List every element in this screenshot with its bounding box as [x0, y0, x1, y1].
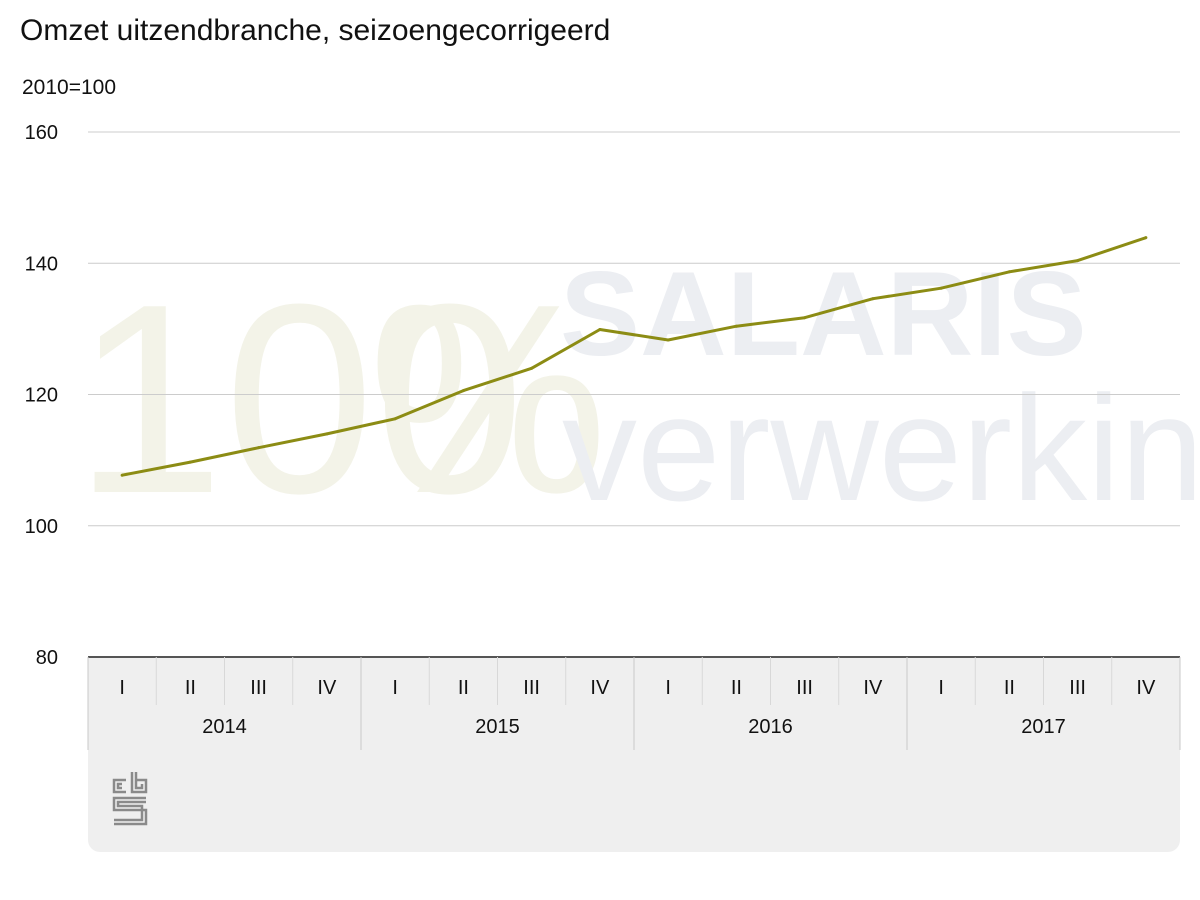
- x-tick-label-quarter: III: [1069, 677, 1086, 699]
- data-point: [1144, 236, 1148, 240]
- data-point: [939, 286, 943, 290]
- data-point: [1007, 270, 1011, 274]
- x-tick-label-year: 2016: [748, 716, 793, 738]
- x-tick-label-quarter: I: [119, 677, 125, 699]
- data-point: [871, 297, 875, 301]
- data-point: [461, 389, 465, 393]
- x-tick-label-quarter: II: [458, 677, 469, 699]
- x-tick-label-quarter: II: [185, 677, 196, 699]
- chart-title: Omzet uitzendbranche, seizoengecorrigeer…: [20, 14, 611, 47]
- y-axis-ticks: 80 100 120 140 160: [25, 122, 58, 669]
- x-tick-label-year: 2015: [475, 716, 520, 738]
- data-point: [120, 473, 124, 477]
- x-tick-label-quarter: III: [250, 677, 267, 699]
- data-point: [325, 432, 329, 436]
- series-line-0: [121, 236, 1147, 477]
- watermark-word-2: verwerking: [562, 364, 1200, 532]
- x-tick-label-year: 2017: [1021, 716, 1066, 738]
- data-point: [1076, 259, 1080, 263]
- x-tick-label-quarter: IV: [317, 677, 337, 699]
- watermark-number: 100: [74, 249, 524, 550]
- x-tick-label-quarter: IV: [863, 677, 883, 699]
- y-tick-label-140: 140: [25, 253, 58, 275]
- data-point: [530, 366, 534, 370]
- x-tick-label-year: 2014: [202, 716, 247, 738]
- y-tick-label-100: 100: [25, 516, 58, 538]
- cbs-logo-mark: [112, 772, 148, 826]
- data-point: [188, 460, 192, 464]
- x-tick-label-quarter: I: [392, 677, 398, 699]
- x-tick-label-quarter: III: [796, 677, 813, 699]
- x-tick-label-quarter: III: [523, 677, 540, 699]
- x-tick-label-quarter: II: [1004, 677, 1015, 699]
- cbs-logo: [112, 772, 148, 826]
- data-point: [393, 417, 397, 421]
- data-point: [734, 324, 738, 328]
- y-tick-label-120: 120: [25, 385, 58, 407]
- x-tick-label-quarter: IV: [1136, 677, 1156, 699]
- data-point: [666, 338, 670, 342]
- y-tick-label-160: 160: [25, 122, 58, 144]
- data-point: [598, 328, 602, 332]
- series-layer: [120, 236, 1148, 477]
- y-tick-label-80: 80: [36, 647, 58, 669]
- watermark-symbol: %: [368, 249, 608, 550]
- x-tick-label-quarter: II: [731, 677, 742, 699]
- gridlines: [88, 131, 1180, 527]
- x-tick-label-quarter: IV: [590, 677, 610, 699]
- data-point: [803, 316, 807, 320]
- watermark: 100%SALARISverwerking: [74, 247, 1200, 550]
- y-unit-label: 2010=100: [22, 76, 117, 99]
- x-tick-label-quarter: I: [938, 677, 944, 699]
- data-point: [257, 446, 261, 450]
- x-tick-label-quarter: I: [665, 677, 671, 699]
